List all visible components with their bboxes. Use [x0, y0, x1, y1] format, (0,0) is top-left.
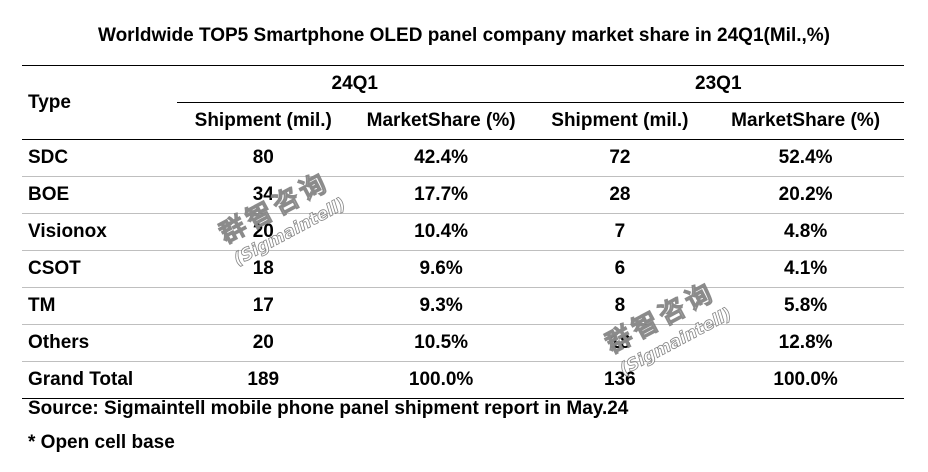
table-row: SDC 80 42.4% 72 52.4%	[22, 140, 904, 177]
cell-share-23q1: 5.8%	[783, 295, 828, 316]
cell-shipment-24q1: 20	[252, 332, 274, 353]
row-type: TM	[28, 295, 56, 316]
cell-share-23q1: 4.8%	[783, 221, 828, 242]
cell-share-24q1: 9.6%	[419, 258, 463, 279]
table-row: Others 20 10.5% 18 12.8%	[22, 325, 904, 362]
footnote: * Open cell base	[28, 432, 175, 453]
row-type: BOE	[28, 184, 70, 205]
cell-shipment-23q1: 18	[609, 332, 631, 353]
cell-share-23q1: 20.2%	[778, 184, 833, 205]
cell-shipment-24q1: 18	[252, 258, 274, 279]
table-row-total: Grand Total 189 100.0% 136 100.0%	[22, 362, 904, 399]
cell-shipment-23q1: 72	[609, 147, 631, 168]
row-type: CSOT	[28, 258, 81, 279]
row-type: Grand Total	[28, 369, 134, 390]
cell-share-24q1: 100.0%	[408, 369, 474, 390]
cell-shipment-23q1: 6	[614, 258, 626, 279]
cell-shipment-23q1: 7	[614, 221, 626, 242]
source-note: Source: Sigmaintell mobile phone panel s…	[28, 398, 629, 419]
cell-share-24q1: 42.4%	[414, 147, 469, 168]
cell-share-23q1: 52.4%	[778, 147, 833, 168]
table-row: Visionox 20 10.4% 7 4.8%	[22, 214, 904, 251]
cell-share-24q1: 10.4%	[414, 221, 469, 242]
cell-share-23q1: 100.0%	[773, 369, 838, 390]
cell-share-23q1: 12.8%	[778, 332, 833, 353]
subheader-share-23q1: MarketShare (%)	[731, 110, 881, 131]
cell-shipment-24q1: 80	[252, 147, 274, 168]
cell-share-23q1: 4.1%	[783, 258, 828, 279]
cell-share-24q1: 17.7%	[414, 184, 469, 205]
row-type: SDC	[28, 147, 69, 168]
header-type: Type	[22, 65, 177, 140]
subheader-shipment-23q1: Shipment (mil.)	[551, 110, 689, 131]
subheader-shipment-24q1: Shipment (mil.)	[194, 110, 332, 131]
cell-shipment-24q1: 189	[247, 369, 280, 390]
table-row: BOE 34 17.7% 28 20.2%	[22, 177, 904, 214]
market-share-table: Type 24Q1 23Q1 Shipment (mil.) MarketSha…	[22, 65, 904, 399]
cell-share-24q1: 10.5%	[414, 332, 469, 353]
table-row: CSOT 18 9.6% 6 4.1%	[22, 251, 904, 288]
cell-shipment-23q1: 28	[609, 184, 631, 205]
header-group-23q1: 23Q1	[532, 65, 904, 103]
chart-title: Worldwide TOP5 Smartphone OLED panel com…	[97, 25, 831, 46]
cell-share-24q1: 9.3%	[419, 295, 463, 316]
table-row: TM 17 9.3% 8 5.8%	[22, 288, 904, 325]
row-type: Others	[28, 332, 90, 353]
cell-shipment-23q1: 8	[614, 295, 626, 316]
cell-shipment-23q1: 136	[604, 369, 636, 390]
row-type: Visionox	[28, 221, 107, 242]
subheader-share-24q1: MarketShare (%)	[366, 110, 516, 131]
cell-shipment-24q1: 34	[252, 184, 274, 205]
header-group-24q1: 24Q1	[176, 65, 533, 103]
cell-shipment-24q1: 17	[252, 295, 274, 316]
cell-shipment-24q1: 20	[252, 221, 274, 242]
